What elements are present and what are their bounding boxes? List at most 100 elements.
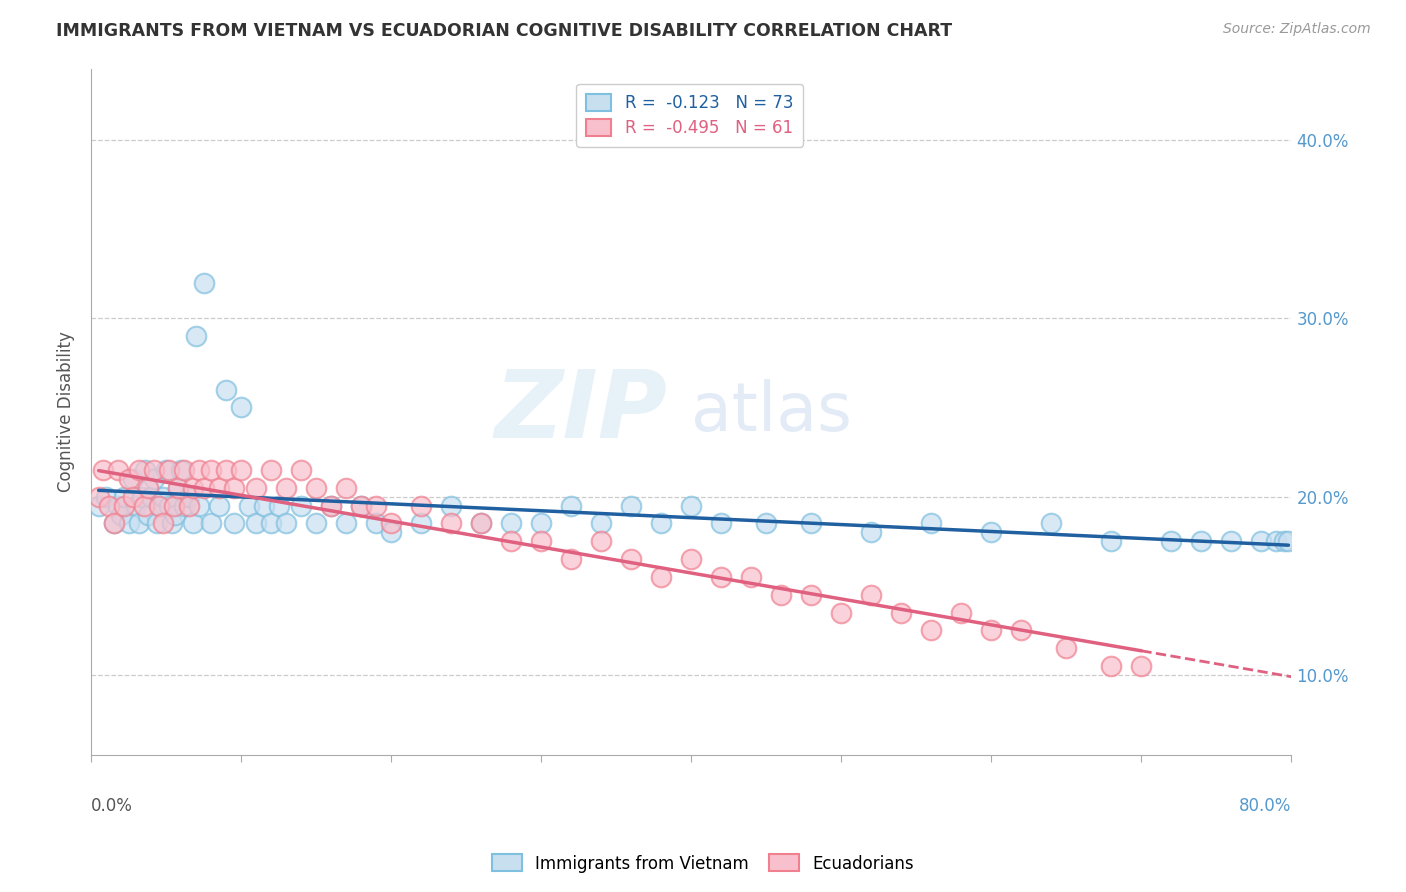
Point	[134, 463, 156, 477]
Point	[950, 606, 973, 620]
Point	[501, 534, 523, 549]
Point	[755, 516, 778, 531]
Point	[136, 508, 159, 522]
Point	[620, 552, 643, 566]
Text: 0.0%: 0.0%	[91, 797, 134, 814]
Point	[470, 516, 492, 531]
Point	[290, 463, 312, 477]
Point	[157, 463, 180, 477]
Point	[740, 570, 762, 584]
Point	[1099, 534, 1122, 549]
Point	[321, 499, 343, 513]
Point	[411, 499, 433, 513]
Point	[181, 516, 204, 531]
Point	[163, 499, 186, 513]
Point	[152, 516, 174, 531]
Point	[91, 463, 114, 477]
Point	[110, 508, 132, 522]
Point	[222, 481, 245, 495]
Text: IMMIGRANTS FROM VIETNAM VS ECUADORIAN COGNITIVE DISABILITY CORRELATION CHART: IMMIGRANTS FROM VIETNAM VS ECUADORIAN CO…	[56, 22, 952, 40]
Point	[260, 516, 283, 531]
Text: ZIP: ZIP	[495, 366, 668, 458]
Point	[411, 516, 433, 531]
Point	[170, 463, 193, 477]
Point	[1220, 534, 1243, 549]
Point	[1160, 534, 1182, 549]
Point	[920, 624, 942, 638]
Point	[148, 499, 170, 513]
Point	[366, 516, 388, 531]
Point	[107, 463, 129, 477]
Point	[167, 481, 190, 495]
Point	[1010, 624, 1032, 638]
Point	[830, 606, 852, 620]
Point	[177, 490, 200, 504]
Text: Source: ZipAtlas.com: Source: ZipAtlas.com	[1223, 22, 1371, 37]
Point	[710, 516, 733, 531]
Point	[650, 570, 672, 584]
Point	[1277, 534, 1299, 549]
Point	[530, 516, 553, 531]
Point	[335, 481, 357, 495]
Point	[177, 499, 200, 513]
Point	[155, 463, 177, 477]
Point	[173, 499, 195, 513]
Point	[350, 499, 373, 513]
Point	[1250, 534, 1272, 549]
Point	[1040, 516, 1063, 531]
Point	[173, 463, 195, 477]
Point	[96, 490, 118, 504]
Point	[245, 516, 267, 531]
Point	[350, 499, 373, 513]
Point	[305, 516, 328, 531]
Point	[620, 499, 643, 513]
Legend: Immigrants from Vietnam, Ecuadorians: Immigrants from Vietnam, Ecuadorians	[485, 847, 921, 880]
Point	[366, 499, 388, 513]
Point	[87, 499, 110, 513]
Point	[890, 606, 912, 620]
Point	[193, 481, 215, 495]
Point	[860, 588, 883, 602]
Point	[253, 499, 276, 513]
Point	[1272, 534, 1295, 549]
Point	[103, 516, 125, 531]
Point	[380, 525, 402, 540]
Point	[131, 490, 153, 504]
Point	[770, 588, 793, 602]
Point	[681, 552, 703, 566]
Point	[118, 472, 141, 486]
Point	[1191, 534, 1213, 549]
Point	[208, 481, 231, 495]
Point	[160, 516, 183, 531]
Point	[149, 499, 172, 513]
Point	[128, 463, 150, 477]
Point	[122, 490, 145, 504]
Point	[231, 401, 253, 415]
Point	[152, 490, 174, 504]
Point	[260, 463, 283, 477]
Point	[98, 499, 121, 513]
Point	[530, 534, 553, 549]
Point	[118, 516, 141, 531]
Point	[143, 463, 166, 477]
Point	[276, 481, 298, 495]
Point	[560, 552, 582, 566]
Point	[136, 481, 159, 495]
Y-axis label: Cognitive Disability: Cognitive Disability	[58, 332, 75, 492]
Point	[146, 516, 169, 531]
Point	[591, 534, 613, 549]
Point	[335, 516, 357, 531]
Point	[800, 588, 823, 602]
Point	[980, 624, 1002, 638]
Point	[215, 463, 238, 477]
Point	[112, 499, 135, 513]
Text: atlas: atlas	[692, 379, 852, 445]
Point	[215, 383, 238, 397]
Point	[167, 481, 190, 495]
Point	[143, 472, 166, 486]
Point	[380, 516, 402, 531]
Text: 80.0%: 80.0%	[1239, 797, 1292, 814]
Point	[188, 499, 211, 513]
Point	[208, 499, 231, 513]
Point	[710, 570, 733, 584]
